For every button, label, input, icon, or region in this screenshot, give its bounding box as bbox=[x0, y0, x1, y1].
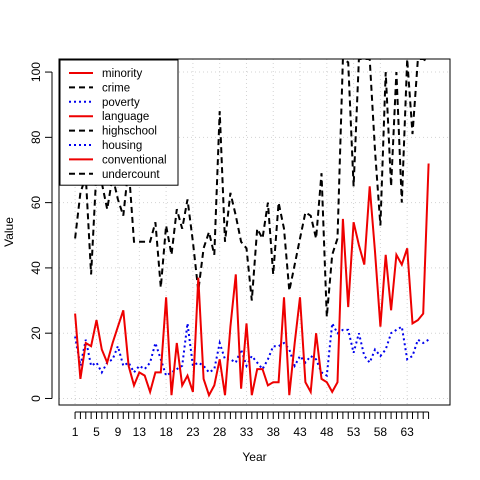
x-tick-label: 48 bbox=[320, 425, 334, 439]
legend-label-undercount: undercount bbox=[102, 169, 160, 181]
x-tick-label: 23 bbox=[186, 425, 200, 439]
legend-label-minority: minority bbox=[102, 68, 143, 80]
y-tick-label: 80 bbox=[29, 130, 43, 144]
x-tick-label: 1 bbox=[72, 425, 79, 439]
series-lines bbox=[74, 59, 430, 398]
series-line-minority bbox=[74, 163, 430, 398]
series-line-crime bbox=[74, 59, 430, 317]
x-tick-label: 43 bbox=[293, 425, 307, 439]
y-tick-label: 0 bbox=[29, 395, 43, 402]
x-tick-label: 63 bbox=[400, 425, 414, 439]
legend-label-housing: housing bbox=[102, 140, 142, 152]
x-tick-label: 18 bbox=[159, 425, 173, 439]
legend-label-conventional: conventional bbox=[102, 154, 167, 166]
y-tick-label: 60 bbox=[29, 196, 43, 210]
x-tick-label: 33 bbox=[240, 425, 254, 439]
y-axis-label: Value bbox=[2, 217, 16, 247]
legend: minority crime poverty language highschool ho… bbox=[59, 59, 179, 186]
legend-label-language: language bbox=[102, 111, 149, 123]
x-tick-label: 13 bbox=[133, 425, 147, 439]
x-tick-label: 9 bbox=[115, 425, 122, 439]
legend-label-highschool: highschool bbox=[102, 126, 157, 138]
y-tick-label: 100 bbox=[29, 62, 43, 82]
axes: 1 5 9 13 18 23 28 33 38 43 48 53 58 63 0 20 40 60 80 100 bbox=[29, 62, 430, 439]
legend-label-crime: crime bbox=[102, 82, 130, 94]
y-tick-label: 20 bbox=[29, 326, 43, 340]
x-tick-label: 5 bbox=[93, 425, 100, 439]
x-tick-label: 38 bbox=[267, 425, 281, 439]
legend-label-poverty: poverty bbox=[102, 97, 140, 109]
plot-frame bbox=[58, 58, 451, 406]
x-tick-label: 28 bbox=[213, 425, 227, 439]
x-tick-label: 53 bbox=[347, 425, 361, 439]
legend-box bbox=[59, 59, 179, 186]
y-tick-label: 40 bbox=[29, 261, 43, 275]
x-axis-label: Year bbox=[242, 450, 266, 464]
x-tick-label: 58 bbox=[374, 425, 388, 439]
